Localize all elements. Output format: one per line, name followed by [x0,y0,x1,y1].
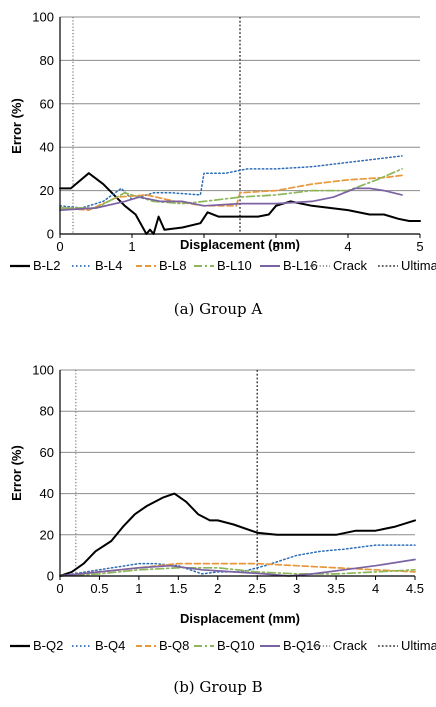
chart-a-y-ticks: 0 20 40 60 80 100 [32,10,54,242]
chart-a-y-tick-label: 0 [47,227,54,242]
chart-a-y-tick-label: 20 [40,183,54,198]
chart-a-reference-lines [72,17,241,234]
chart-a-legend-label-b-l16: B-L16 [283,258,318,273]
chart-b-reference-lines [75,370,258,576]
chart-group-b: 0 20 40 60 80 100 0 0.5 1 1.5 2 2.5 3 3.5 4 4.5 Error … [9,363,436,697]
chart-b-legend-label-b-q4: B-Q4 [95,638,125,653]
chart-b-x-tick-label: 4.5 [406,581,424,596]
chart-a-legend: B-L2 B-L4 B-L8 B-L10 B-L16 Crack Ultimate [10,258,436,273]
chart-b-x-tick-label: 1.5 [169,581,187,596]
chart-a-x-label: Displacement (mm) [180,237,300,252]
chart-b-x-tick-label: 2.5 [248,581,266,596]
chart-a-legend-label-crack: Crack [333,258,367,273]
chart-a-legend-label-b-l2: B-L2 [33,258,60,273]
chart-b-series-b-q2 [59,492,416,577]
chart-b-y-tick-label: 0 [47,569,54,584]
chart-b-y-tick-label: 20 [40,527,54,542]
chart-b-y-tick-label: 40 [40,486,54,501]
chart-a-y-tick-label: 80 [40,53,54,68]
chart-b-y-ticks: 0 20 40 60 80 100 [32,363,54,584]
chart-b-y-tick-label: 100 [32,363,54,378]
chart-b-series-b-q16 [59,558,416,577]
chart-b-legend-label-b-q10: B-Q10 [217,638,255,653]
chart-a-x-tick-label: 2 [200,239,207,254]
chart-b-legend-label-crack: Crack [333,638,367,653]
chart-a-series [59,155,421,235]
chart-a-gridlines [60,16,420,192]
chart-a-legend-label-b-l8: B-L8 [159,258,186,273]
chart-a-y-tick-label: 60 [40,96,54,111]
chart-b-legend-label-b-q16: B-Q16 [283,638,321,653]
chart-a-x-tick-label: 3 [272,239,279,254]
chart-b-y-tick-label: 80 [40,404,54,419]
chart-b-legend: B-Q2 B-Q4 B-Q8 B-Q10 B-Q16 Crack Ultimate [10,638,436,653]
chart-a-x-tick-label: 0 [56,239,63,254]
chart-b-axes [59,370,415,577]
chart-a-axes [59,17,420,235]
chart-group-a: 0 20 40 60 80 100 0 1 2 3 4 5 Error (%) Displaceme… [9,10,436,319]
chart-b-x-tick-label: 4 [372,581,379,596]
chart-a-y-tick-label: 40 [40,140,54,155]
chart-a-y-tick-label: 100 [32,10,54,25]
chart-a-series-b-l10 [59,168,403,209]
chart-a-x-tick-label: 4 [344,239,351,254]
chart-a-legend-label-b-l4: B-L4 [95,258,122,273]
chart-b-x-label: Displacement (mm) [180,611,300,626]
chart-a-series-b-l2 [59,172,421,235]
chart-b-series [59,492,416,577]
chart-b-x-tick-label: 0 [56,581,63,596]
chart-a-series-b-l16 [59,187,403,211]
chart-b-gridlines [60,369,415,536]
chart-a-caption: (a) Group A [174,300,263,318]
chart-a-x-tick-label: 5 [416,239,423,254]
chart-b-x-tick-label: 3.5 [327,581,345,596]
chart-a-x-ticks: 0 1 2 3 4 5 [56,234,424,254]
chart-a-legend-label-ultimate: Ultimate [401,258,436,273]
chart-b-caption: (b) Group B [173,678,262,696]
chart-b-y-label: Error (%) [9,445,24,501]
chart-b-series-b-q10 [59,566,416,577]
chart-b-x-tick-label: 0.5 [90,581,108,596]
chart-a-y-label: Error (%) [9,98,24,154]
chart-b-legend-label-b-q2: B-Q2 [33,638,63,653]
chart-b-x-tick-label: 1 [135,581,142,596]
chart-b-legend-label-ultimate: Ultimate [401,638,436,653]
chart-b-x-ticks: 0 0.5 1 1.5 2 2.5 3 3.5 4 4.5 [56,576,424,596]
chart-b-legend-label-b-q8: B-Q8 [159,638,189,653]
chart-a-x-tick-label: 1 [128,239,135,254]
chart-a-legend-label-b-l10: B-L10 [217,258,252,273]
chart-b-x-tick-label: 2 [214,581,221,596]
chart-b-x-tick-label: 3 [293,581,300,596]
chart-a-series-b-l4 [59,155,403,209]
chart-b-y-tick-label: 60 [40,445,54,460]
